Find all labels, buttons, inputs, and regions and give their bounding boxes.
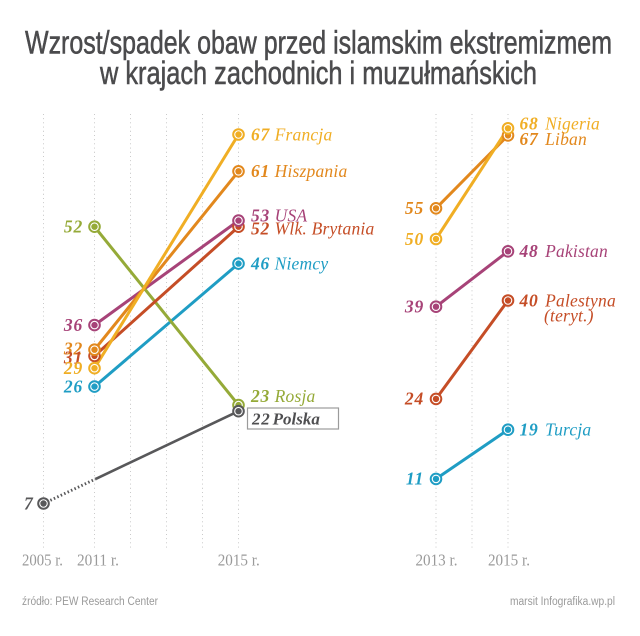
svg-text:(teryt.): (teryt.) [544, 306, 594, 326]
svg-text:50: 50 [405, 229, 424, 249]
svg-text:32: 32 [63, 338, 83, 358]
svg-text:29: 29 [63, 358, 83, 378]
svg-text:Wzrost/spadek obaw przed islam: Wzrost/spadek obaw przed islamskim ekstr… [25, 25, 612, 61]
svg-text:11: 11 [406, 469, 424, 489]
svg-text:2015 r.: 2015 r. [488, 551, 530, 570]
svg-text:2005 r.: 2005 r. [22, 551, 63, 570]
svg-text:źródło: PEW Research Center: źródło: PEW Research Center [22, 596, 158, 608]
svg-text:55: 55 [405, 198, 424, 218]
svg-text:39: 39 [404, 296, 424, 316]
svg-text:2015 r.: 2015 r. [218, 551, 260, 570]
svg-text:marsit Infografika.wp.pl: marsit Infografika.wp.pl [510, 596, 615, 608]
svg-text:36: 36 [63, 315, 83, 335]
svg-text:26: 26 [63, 376, 83, 396]
svg-text:52: 52 [64, 217, 83, 237]
svg-text:31: 31 [63, 347, 83, 367]
svg-text:2013 r.: 2013 r. [416, 551, 458, 570]
svg-text:2011 r.: 2011 r. [77, 551, 119, 570]
svg-text:7: 7 [24, 493, 34, 513]
svg-text:24: 24 [404, 389, 424, 409]
svg-text:w krajach zachodnich i muzułma: w krajach zachodnich i muzułmańskich [99, 55, 537, 91]
